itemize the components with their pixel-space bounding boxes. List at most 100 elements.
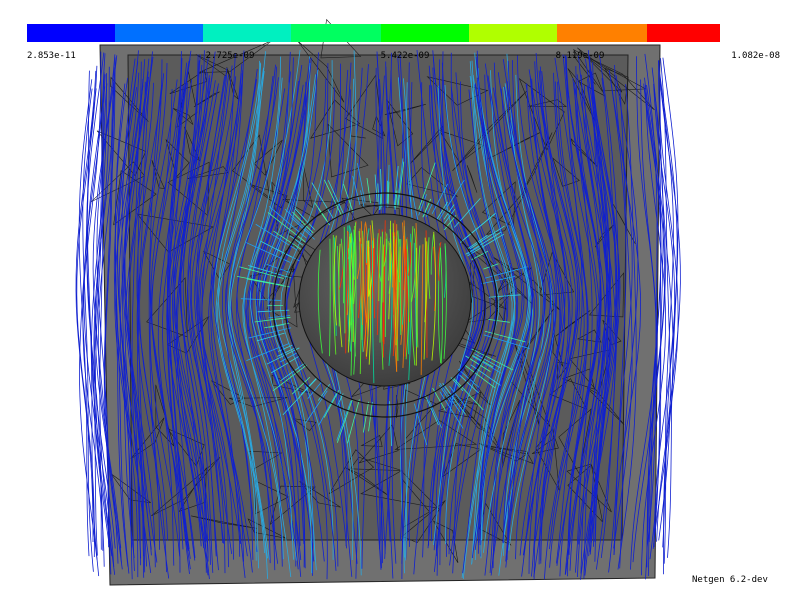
streamline <box>75 70 97 542</box>
streamline <box>149 79 178 566</box>
streamline <box>208 50 253 573</box>
mesh-edge <box>384 104 426 115</box>
streamline <box>294 208 315 230</box>
mesh-edge <box>569 349 611 394</box>
hole-ring-inner <box>284 204 486 406</box>
streamline <box>167 62 191 559</box>
streamline <box>136 59 167 573</box>
streamline <box>279 352 298 363</box>
streamline <box>317 208 331 226</box>
streamline <box>91 73 115 568</box>
streamline <box>114 72 140 578</box>
streamline <box>484 330 526 343</box>
mesh-edge <box>556 361 570 381</box>
streamline <box>471 348 514 371</box>
streamline <box>442 383 466 415</box>
sphere-streamline <box>384 238 387 337</box>
streamline <box>97 57 122 563</box>
mesh-edge <box>195 54 229 77</box>
sphere-streamline <box>360 221 364 325</box>
streamline <box>573 82 601 573</box>
streamline <box>488 294 521 298</box>
streamline <box>260 240 293 258</box>
streamline <box>113 50 139 580</box>
streamline <box>131 78 152 573</box>
streamline <box>128 82 156 568</box>
sphere-streamline <box>345 231 349 354</box>
streamline <box>656 60 679 542</box>
sphere-streamline <box>405 238 410 360</box>
sphere-streamline <box>383 233 388 267</box>
streamline <box>93 53 110 545</box>
streamline <box>461 61 513 578</box>
streamline <box>169 50 206 542</box>
streamline <box>472 354 494 368</box>
streamline <box>272 78 328 580</box>
streamline <box>632 79 658 563</box>
mesh-edge <box>567 68 596 121</box>
streamline <box>617 84 637 570</box>
streamlines <box>75 49 681 580</box>
streamline <box>471 250 489 261</box>
streamline <box>576 74 608 574</box>
streamline <box>277 347 296 357</box>
streamline <box>255 84 304 546</box>
streamline <box>307 381 323 400</box>
streamline <box>121 58 136 559</box>
streamline <box>269 324 285 328</box>
streamline <box>118 59 146 566</box>
streamline <box>343 183 354 213</box>
sphere-streamline <box>340 238 345 304</box>
streamline <box>78 79 93 557</box>
mesh-edge <box>351 135 366 139</box>
streamline <box>194 76 237 560</box>
streamline <box>564 55 602 560</box>
streamline <box>277 344 293 352</box>
colorbar-label: 5.422e-09 <box>381 51 430 61</box>
streamline <box>347 399 360 444</box>
streamline <box>172 79 196 561</box>
colorbar-label: 8.119e-09 <box>556 51 605 61</box>
streamline <box>644 77 666 577</box>
streamline <box>150 85 181 573</box>
streamline <box>533 71 569 578</box>
streamline <box>464 365 496 389</box>
sphere-streamline <box>388 220 392 320</box>
sphere-streamline <box>353 229 357 375</box>
sphere-streamline <box>376 233 382 282</box>
streamline <box>280 362 306 382</box>
streamline <box>471 74 516 564</box>
streamline <box>352 175 361 206</box>
streamline <box>217 67 264 569</box>
streamline <box>362 401 369 433</box>
streamline <box>467 245 482 255</box>
colorbar-segment <box>203 24 291 42</box>
streamline <box>248 327 292 339</box>
streamline <box>256 64 303 577</box>
streamline <box>472 355 502 374</box>
sphere-streamline <box>401 235 405 332</box>
streamline <box>249 49 301 560</box>
streamline <box>432 67 485 556</box>
streamline <box>439 391 464 429</box>
streamline <box>481 275 516 285</box>
streamline <box>528 89 573 574</box>
sphere-streamline <box>423 237 427 360</box>
sphere-streamline <box>347 248 353 376</box>
mesh-edge <box>386 99 414 147</box>
streamline <box>221 68 258 552</box>
streamline <box>487 75 533 574</box>
streamline <box>469 75 516 565</box>
streamline <box>243 77 292 578</box>
streamline <box>360 190 365 208</box>
streamline <box>182 80 216 573</box>
streamline <box>186 74 227 574</box>
mesh-edge <box>198 40 273 73</box>
streamline <box>210 81 246 578</box>
sphere-streamline <box>410 226 416 366</box>
streamline <box>448 52 506 555</box>
streamline <box>641 85 667 576</box>
streamline <box>662 57 679 558</box>
streamline <box>189 86 219 571</box>
